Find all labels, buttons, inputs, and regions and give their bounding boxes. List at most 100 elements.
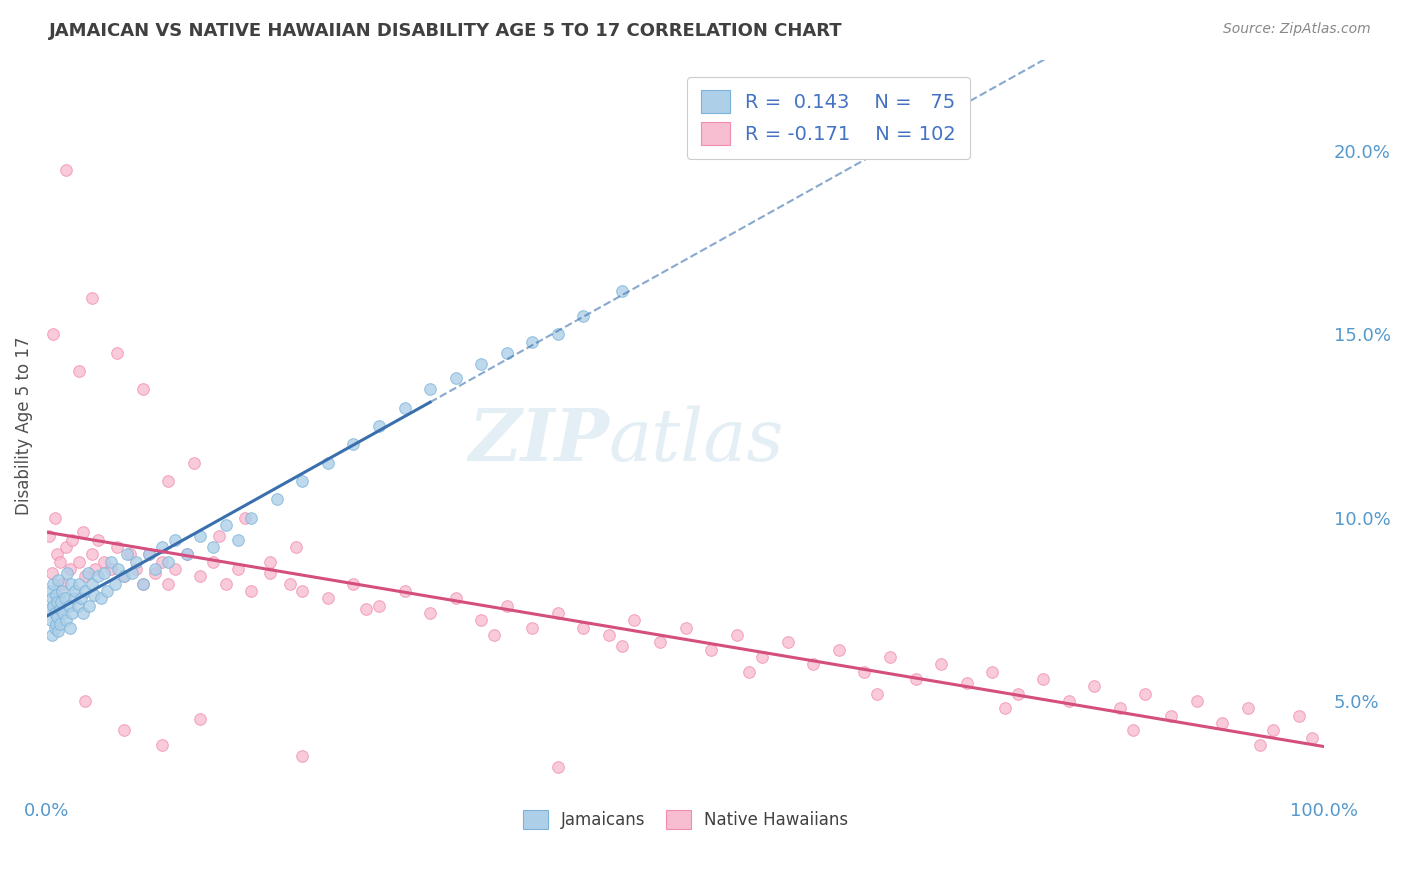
Text: atlas: atlas: [609, 406, 785, 476]
Point: [188, 569, 211, 583]
Point: [233, 510, 256, 524]
Point: [394, 401, 416, 415]
Point: [1122, 723, 1144, 738]
Point: [547, 760, 569, 774]
Point: [981, 665, 1004, 679]
Point: [60, 576, 83, 591]
Point: [41, 591, 63, 606]
Point: [42, 327, 65, 342]
Point: [342, 437, 364, 451]
Point: [46, 609, 69, 624]
Point: [547, 606, 569, 620]
Point: [125, 555, 148, 569]
Point: [368, 599, 391, 613]
Point: [80, 576, 103, 591]
Point: [62, 606, 84, 620]
Point: [104, 576, 127, 591]
Point: [38, 602, 60, 616]
Point: [675, 621, 697, 635]
Point: [240, 510, 263, 524]
Point: [163, 533, 186, 547]
Point: [80, 291, 103, 305]
Point: [80, 548, 103, 562]
Point: [125, 562, 148, 576]
Point: [48, 555, 70, 569]
Point: [904, 672, 927, 686]
Point: [1109, 701, 1132, 715]
Point: [1160, 708, 1182, 723]
Point: [41, 628, 63, 642]
Point: [59, 621, 82, 635]
Point: [131, 576, 153, 591]
Point: [1211, 716, 1233, 731]
Point: [266, 492, 288, 507]
Point: [138, 548, 160, 562]
Point: [188, 712, 211, 726]
Point: [45, 588, 67, 602]
Point: [215, 576, 238, 591]
Point: [67, 555, 90, 569]
Point: [145, 562, 167, 576]
Point: [75, 569, 97, 583]
Y-axis label: Disability Age 5 to 17: Disability Age 5 to 17: [15, 337, 32, 516]
Point: [67, 364, 90, 378]
Point: [44, 510, 66, 524]
Point: [44, 606, 66, 620]
Point: [112, 569, 135, 583]
Point: [610, 639, 633, 653]
Point: [291, 749, 314, 764]
Point: [444, 591, 467, 606]
Point: [482, 628, 505, 642]
Point: [51, 576, 73, 591]
Point: [117, 548, 139, 562]
Point: [176, 548, 198, 562]
Point: [39, 584, 62, 599]
Point: [955, 675, 977, 690]
Point: [150, 540, 173, 554]
Point: [77, 599, 100, 613]
Point: [121, 566, 143, 580]
Point: [157, 474, 180, 488]
Point: [48, 624, 70, 639]
Point: [112, 569, 135, 583]
Text: Source: ZipAtlas.com: Source: ZipAtlas.com: [1223, 22, 1371, 37]
Point: [62, 591, 84, 606]
Point: [157, 555, 180, 569]
Point: [342, 576, 364, 591]
Point: [90, 591, 112, 606]
Point: [72, 606, 94, 620]
Point: [131, 576, 153, 591]
Point: [291, 474, 314, 488]
Point: [879, 650, 901, 665]
Point: [49, 595, 72, 609]
Point: [1185, 694, 1208, 708]
Point: [131, 383, 153, 397]
Point: [776, 635, 799, 649]
Point: [1007, 687, 1029, 701]
Point: [866, 687, 889, 701]
Point: [53, 591, 76, 606]
Point: [240, 584, 263, 599]
Point: [201, 540, 224, 554]
Point: [145, 566, 167, 580]
Point: [58, 599, 80, 613]
Text: JAMAICAN VS NATIVE HAWAIIAN DISABILITY AGE 5 TO 17 CORRELATION CHART: JAMAICAN VS NATIVE HAWAIIAN DISABILITY A…: [49, 22, 842, 40]
Point: [316, 591, 339, 606]
Point: [67, 576, 90, 591]
Point: [112, 723, 135, 738]
Point: [394, 584, 416, 599]
Point: [163, 562, 186, 576]
Point: [801, 657, 824, 672]
Point: [648, 635, 671, 649]
Point: [1135, 687, 1157, 701]
Point: [46, 548, 69, 562]
Point: [107, 562, 129, 576]
Point: [623, 614, 645, 628]
Point: [100, 562, 122, 576]
Point: [118, 548, 141, 562]
Point: [55, 540, 77, 554]
Point: [470, 614, 492, 628]
Point: [751, 650, 773, 665]
Point: [55, 614, 77, 628]
Point: [105, 540, 128, 554]
